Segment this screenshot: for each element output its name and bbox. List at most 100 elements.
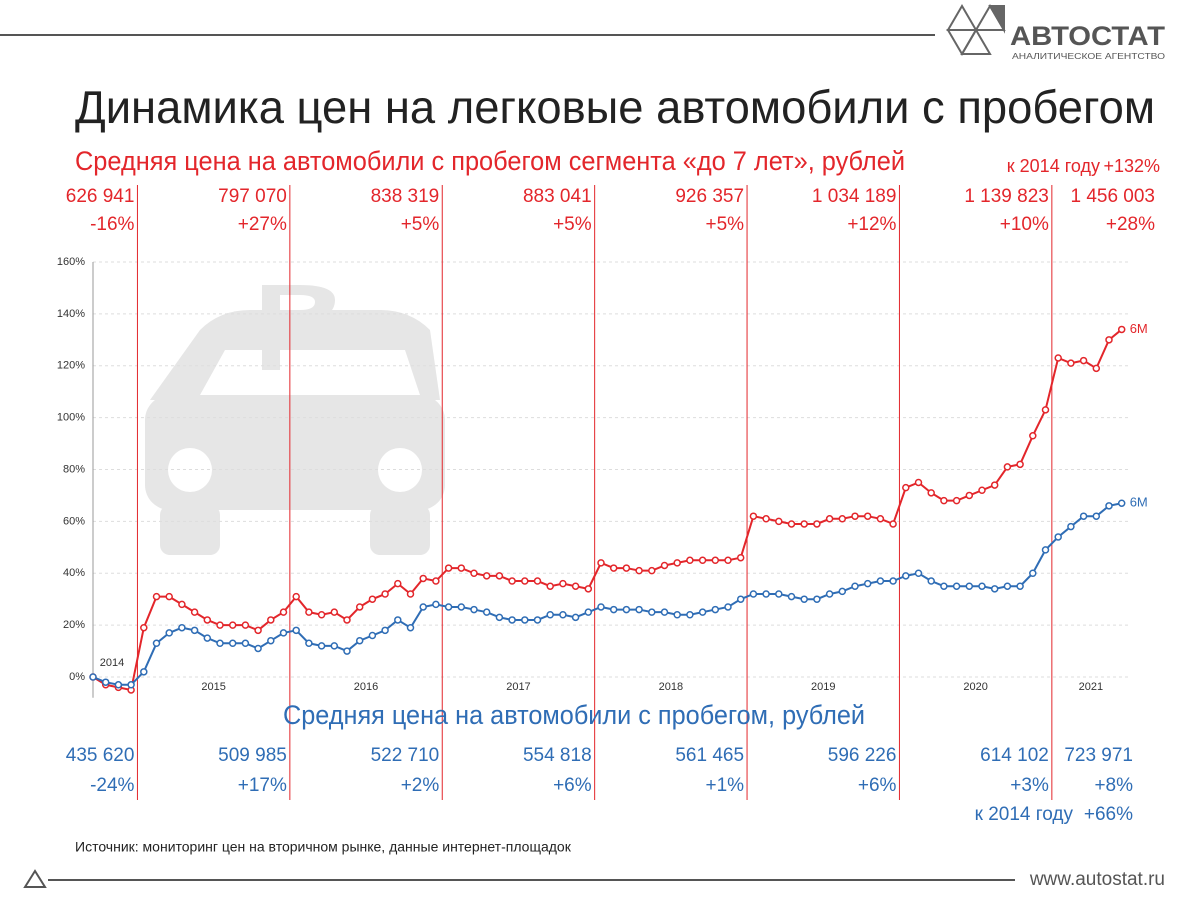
period-change: -24% [90,775,134,796]
data-point [1067,359,1075,367]
data-point [736,595,745,603]
data-point [482,608,491,616]
data-point [749,512,758,520]
period-price: 561 465 [675,745,744,766]
period-change: +1% [705,775,744,796]
data-point [444,564,453,572]
data-point [279,608,288,616]
data-point [724,556,732,565]
data-point [521,616,529,624]
data-point [1016,582,1024,590]
data-point [533,616,542,624]
data-point [609,605,618,614]
website: www.autostat.ru [1029,869,1165,890]
period-change: +28% [1106,214,1155,235]
period-price: 883 041 [523,186,592,207]
data-point [990,585,999,593]
data-point [101,678,110,686]
y-tick-label: 160% [57,256,85,268]
data-point [686,611,694,619]
data-point [406,590,415,598]
chart-title: Динамика цен на легковые автомобили с пр… [75,81,1155,133]
data-point [495,613,504,622]
data-point [546,582,554,590]
data-point [698,608,707,616]
data-point [584,585,593,593]
data-point [190,608,199,616]
data-point [800,595,808,603]
data-point [940,496,948,505]
data-point [914,478,923,487]
data-point [355,603,364,611]
data-point [305,608,313,616]
period-price: 522 710 [371,745,440,766]
data-point [343,647,351,655]
data-point [1054,533,1062,541]
watermark-car [145,285,445,555]
data-point [1003,463,1012,471]
data-point [1079,356,1088,365]
data-point [152,592,161,601]
data-point [800,520,808,528]
data-point [635,605,643,614]
logo-icon [946,4,1006,56]
data-point [381,626,389,635]
data-point [775,590,783,598]
data-point [673,559,681,567]
period-price: 1 456 003 [1070,186,1155,207]
data-point [825,590,834,598]
data-point [914,569,923,577]
data-point [927,489,935,497]
data-point [889,520,897,528]
data-point [775,517,783,526]
end-label: 6M [1130,495,1148,510]
data-point [228,621,237,629]
data-point [559,611,567,619]
data-point [660,561,669,570]
data-point [813,520,821,528]
period-change: +6% [858,775,897,796]
data-point [1041,406,1050,414]
period-price: 435 620 [66,745,135,766]
data-point [978,582,986,590]
period-price: 1 139 823 [964,186,1049,207]
data-point [990,481,999,489]
period-change: -16% [90,214,134,235]
data-point [1054,354,1062,362]
period-price: 926 357 [675,186,744,207]
period-price: 509 985 [218,745,287,766]
period-price: 554 818 [523,745,592,766]
data-point [1117,499,1126,507]
data-point [355,636,364,645]
data-point [457,603,466,611]
data-point [432,600,440,609]
total-label: к 2014 году [1007,156,1100,176]
data-point [889,577,897,585]
data-point [305,639,313,648]
data-point [216,639,224,648]
data-point [381,590,389,598]
data-point [762,590,770,598]
data-point [368,631,377,640]
data-point [648,566,656,575]
series-line [92,502,1122,686]
data-point [279,629,288,637]
data-point [165,629,173,637]
data-point [927,577,935,585]
data-point [876,515,885,523]
data-point [597,559,605,567]
period-change: +3% [1010,775,1049,796]
data-point [978,486,986,494]
data-point [241,639,250,648]
data-point [622,605,631,614]
data-point [648,608,656,616]
data-point [228,639,237,648]
x-tick-label: 2014 [100,657,124,669]
data-point [686,556,694,565]
data-point [711,605,720,614]
y-tick-label: 100% [57,412,85,424]
data-point [584,608,593,616]
data-point [140,668,148,676]
y-tick-label: 40% [63,567,85,579]
